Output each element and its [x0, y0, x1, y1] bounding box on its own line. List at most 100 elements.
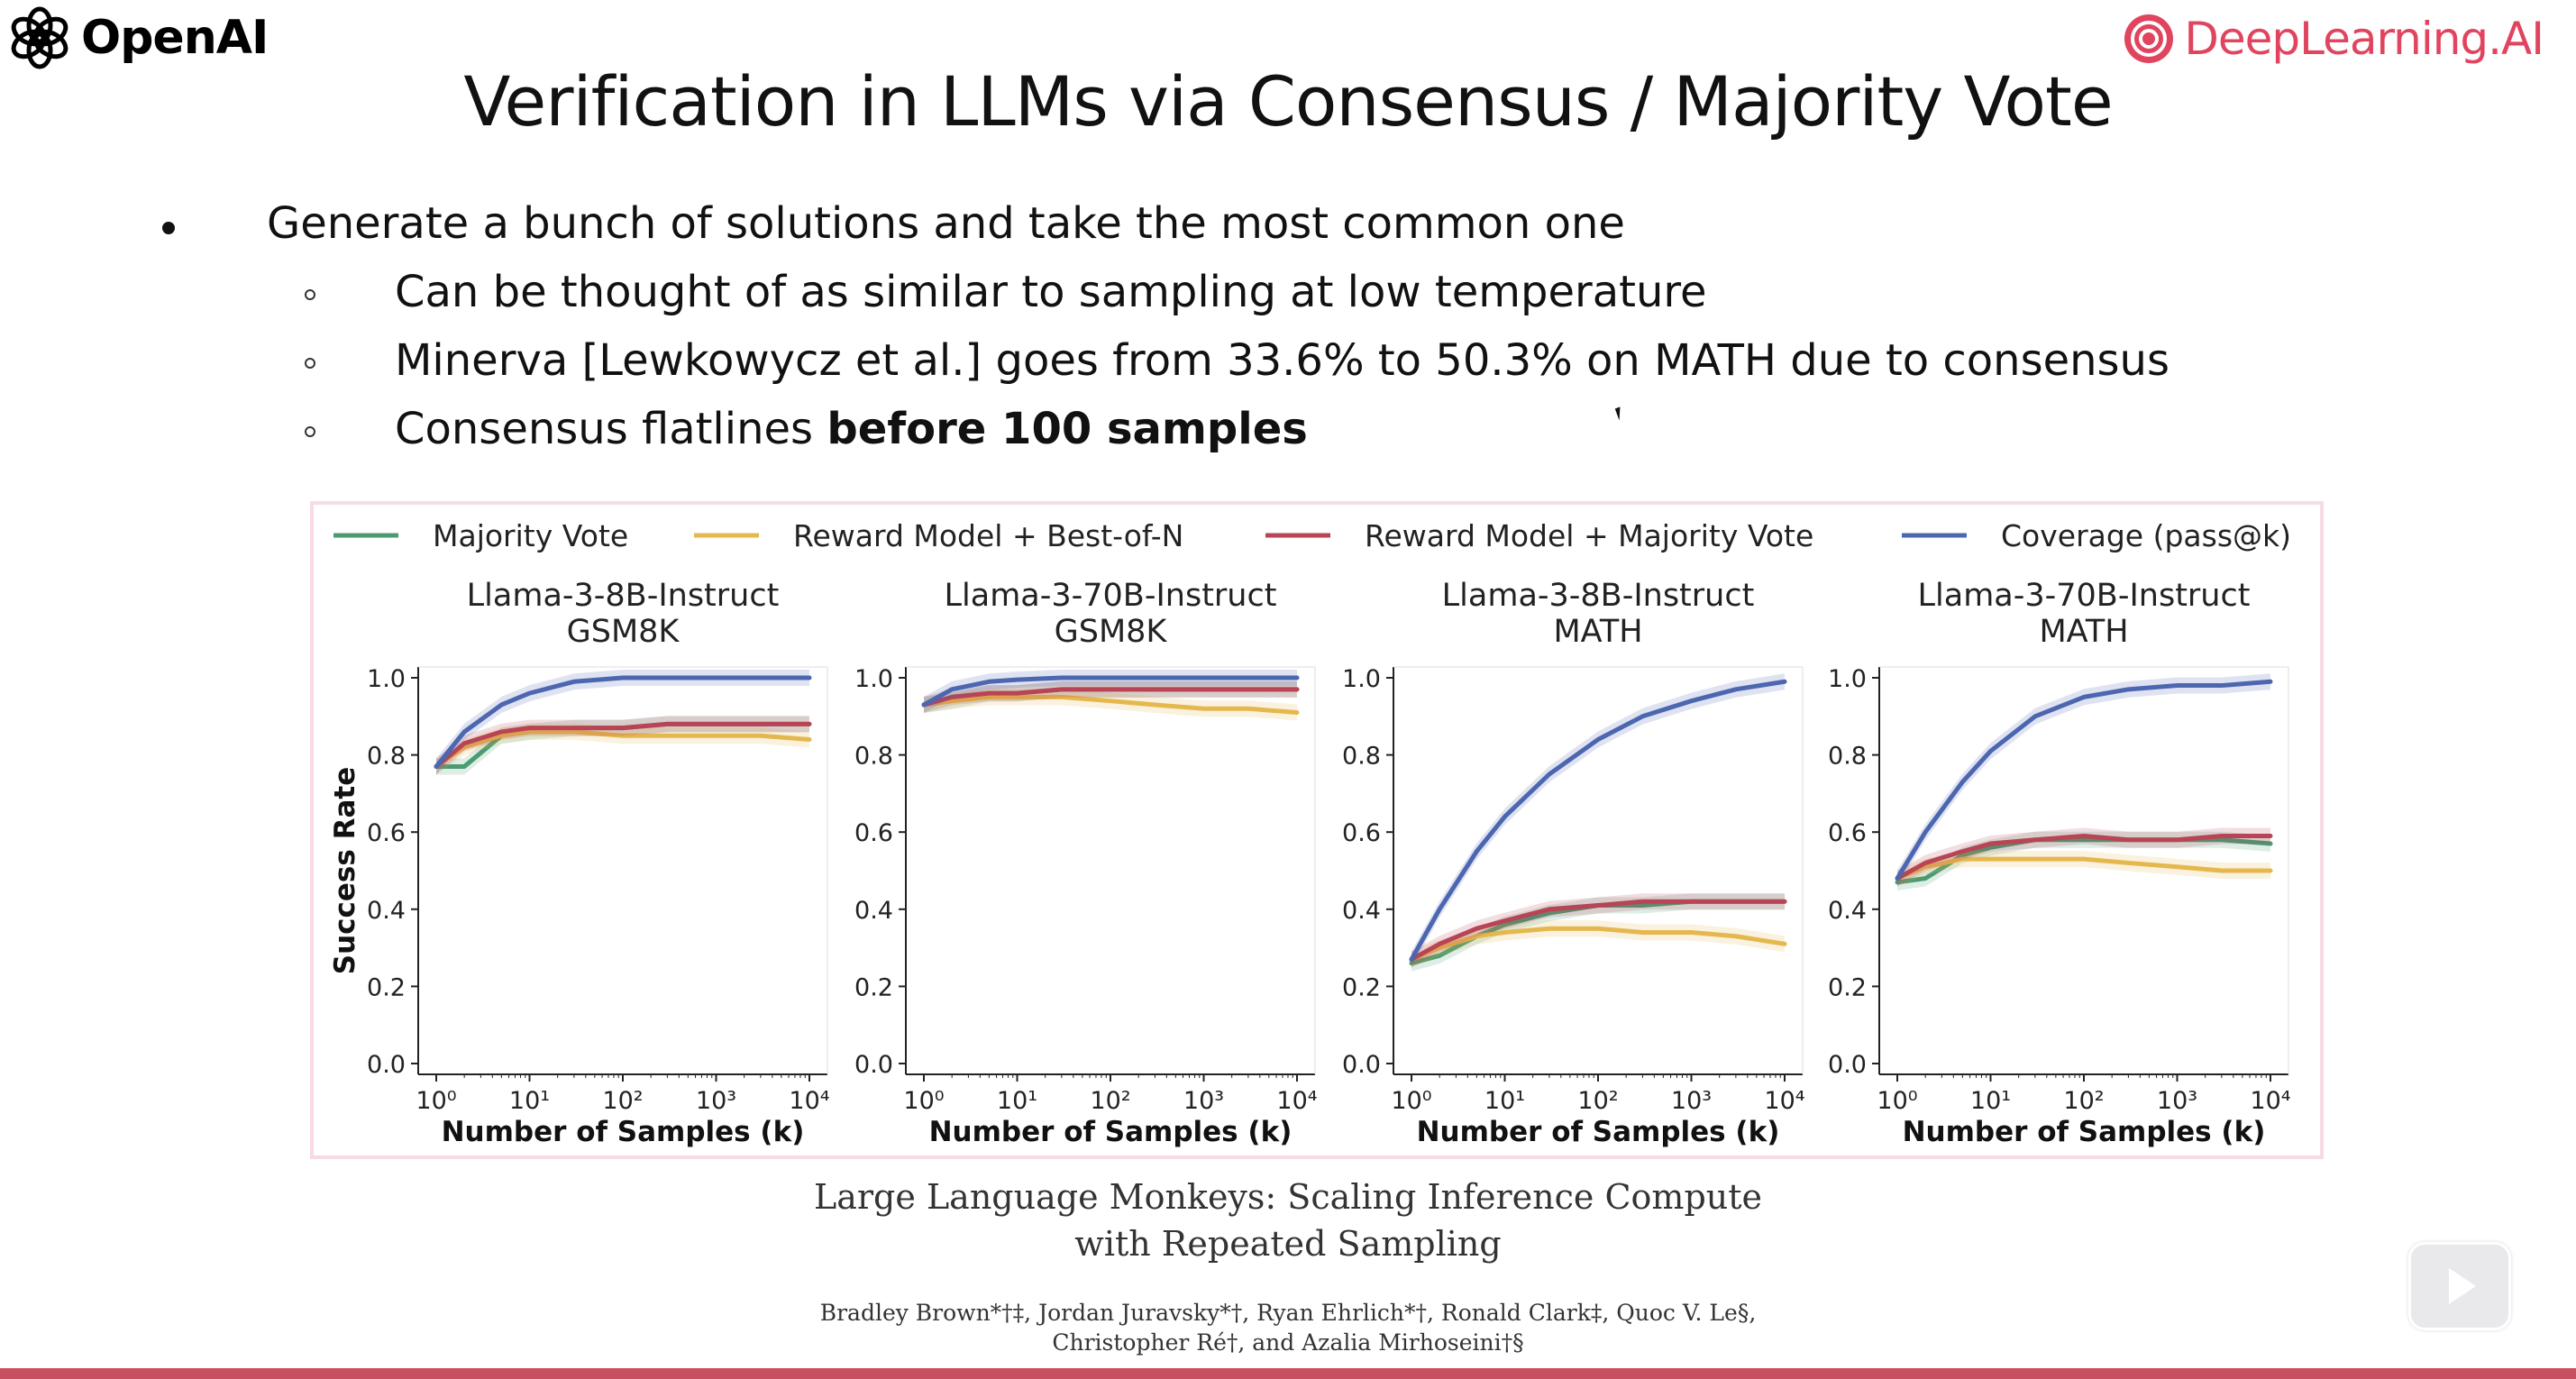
openai-logo-text: OpenAI	[81, 11, 269, 65]
series-line	[1409, 679, 1787, 962]
panel-title: Llama-3-70B-Instruct	[945, 578, 1277, 614]
sub-bullet-ring-icon	[305, 426, 315, 437]
y-tick-label: 1.0	[1342, 665, 1381, 693]
y-tick-label: 0.4	[367, 897, 406, 925]
y-tick-label: 0.8	[1342, 743, 1381, 771]
series-line	[434, 729, 812, 769]
play-icon	[2449, 1268, 2476, 1304]
y-tick-label: 0.6	[367, 819, 406, 847]
y-tick-label: 0.2	[1828, 973, 1867, 1001]
x-tick-label: 10⁰	[1877, 1087, 1917, 1115]
y-tick-label: 1.0	[1828, 665, 1867, 693]
legend-label: Reward Model + Majority Vote	[1365, 518, 1813, 553]
series-line	[1409, 899, 1787, 962]
y-tick-label: 0.6	[1342, 819, 1381, 847]
y-tick-label: 0.6	[854, 819, 893, 847]
legend-label: Reward Model + Best-of-N	[793, 518, 1183, 553]
x-tick-label: 10²	[602, 1087, 643, 1115]
y-tick-label: 0.2	[367, 973, 406, 1001]
series-line	[1895, 679, 2273, 881]
deeplearning-logo-text: DeepLearning.AI	[2184, 13, 2544, 65]
legend-label: Majority Vote	[433, 518, 628, 553]
bottom-progress-bar	[0, 1368, 2576, 1379]
y-tick-label: 0.2	[1342, 973, 1381, 1001]
x-axis-label: Number of Samples (k)	[1417, 1116, 1780, 1148]
x-tick-label: 10⁰	[416, 1087, 456, 1115]
paper-title-line1: Large Language Monkeys: Scaling Inferenc…	[814, 1177, 1762, 1217]
y-tick-label: 0.2	[854, 973, 893, 1001]
x-axis-label: Number of Samples (k)	[1903, 1116, 2266, 1148]
series-line	[1895, 856, 2273, 881]
sub-bullet-2: Minerva [Lewkowycz et al.] goes from 33.…	[162, 326, 2170, 395]
panel-title: Llama-3-8B-Instruct	[1442, 578, 1755, 614]
y-tick-label: 0.0	[1828, 1051, 1867, 1079]
y-tick-label: 0.0	[367, 1051, 406, 1079]
chart-figure: Majority Vote Reward Model + Best-of-N Rew…	[310, 501, 2324, 1159]
x-tick-label: 10³	[1671, 1087, 1712, 1115]
x-tick-label: 10³	[1183, 1087, 1224, 1115]
panel-subtitle: MATH	[2039, 614, 2128, 650]
x-axis-label: Number of Samples (k)	[929, 1116, 1293, 1148]
x-tick-label: 10⁴	[1276, 1087, 1317, 1115]
sub-bullet-3-text: Consensus flatlines	[395, 404, 827, 454]
x-tick-label: 10⁴	[2250, 1087, 2290, 1115]
openai-logo: OpenAI	[7, 5, 269, 70]
series-band	[1411, 673, 1785, 968]
x-tick-label: 10²	[2063, 1087, 2104, 1115]
series-line	[434, 721, 812, 769]
panel-title: Llama-3-70B-Instruct	[1918, 578, 2251, 614]
legend-item: Reward Model + Best-of-N	[694, 518, 1183, 553]
series-band	[436, 716, 809, 775]
y-tick-label: 0.8	[1828, 743, 1867, 771]
x-tick-label: 10⁴	[1764, 1087, 1804, 1115]
sub-bullet-ring-icon	[305, 358, 315, 369]
y-tick-label: 0.0	[1342, 1051, 1381, 1079]
series-line	[921, 694, 1300, 716]
legend-item: Reward Model + Majority Vote	[1265, 518, 1813, 553]
panel-subtitle: MATH	[1553, 614, 1642, 650]
series-line	[921, 675, 1300, 708]
y-tick-label: 1.0	[367, 665, 406, 693]
play-button[interactable]	[2408, 1242, 2511, 1330]
sub-bullet-1: Can be thought of as similar to sampling…	[162, 258, 2170, 326]
x-tick-label: 10⁰	[1391, 1087, 1431, 1115]
x-tick-label: 10⁰	[903, 1087, 944, 1115]
series-line	[1409, 926, 1787, 962]
openai-logo-icon	[11, 6, 69, 69]
y-tick-label: 1.0	[854, 665, 893, 693]
x-tick-label: 10³	[2157, 1087, 2197, 1115]
series-band	[436, 670, 809, 775]
x-tick-label: 10¹	[1484, 1087, 1525, 1115]
y-tick-label: 0.4	[1342, 897, 1381, 925]
panel-title: Llama-3-8B-Instruct	[467, 578, 780, 614]
sub-bullet-3: Consensus flatlines before 100 samples	[162, 395, 2170, 463]
x-tick-label: 10²	[1577, 1087, 1618, 1115]
y-axis-label: Success Rate	[329, 767, 361, 975]
bullet-main: Generate a bunch of solutions and take t…	[162, 189, 2170, 258]
x-axis-label: Number of Samples (k)	[442, 1116, 805, 1148]
sub-bullet-2-text: Minerva [Lewkowycz et al.] goes from 33.…	[395, 335, 2170, 386]
legend-item: Coverage (pass@k)	[1902, 518, 2291, 553]
legend-label: Coverage (pass@k)	[2001, 518, 2291, 553]
series-line	[921, 687, 1300, 708]
y-tick-label: 0.4	[854, 897, 893, 925]
y-tick-label: 0.4	[1828, 897, 1867, 925]
deeplearning-logo: DeepLearning.AI	[2123, 13, 2544, 65]
deeplearning-logo-icon	[2124, 14, 2174, 63]
x-tick-label: 10³	[696, 1087, 736, 1115]
bullet-main-text: Generate a bunch of solutions and take t…	[267, 198, 1625, 249]
paper-authors: Bradley Brown*†‡, Jordan Juravsky*†, Rya…	[0, 1298, 2576, 1357]
paper-title: Large Language Monkeys: Scaling Inferenc…	[0, 1174, 2576, 1267]
x-tick-label: 10¹	[509, 1087, 550, 1115]
series-line	[1895, 833, 2273, 881]
panel-subtitle: GSM8K	[1055, 614, 1168, 650]
x-tick-label: 10¹	[1970, 1087, 2011, 1115]
x-tick-label: 10¹	[997, 1087, 1037, 1115]
sub-bullet-3-bold: before 100 samples	[827, 404, 1308, 454]
paper-authors-line2: Christopher Ré†, and Azalia Mirhoseini†§	[1052, 1329, 1524, 1356]
series-line	[434, 675, 812, 769]
bullet-list: Generate a bunch of solutions and take t…	[162, 189, 2170, 463]
